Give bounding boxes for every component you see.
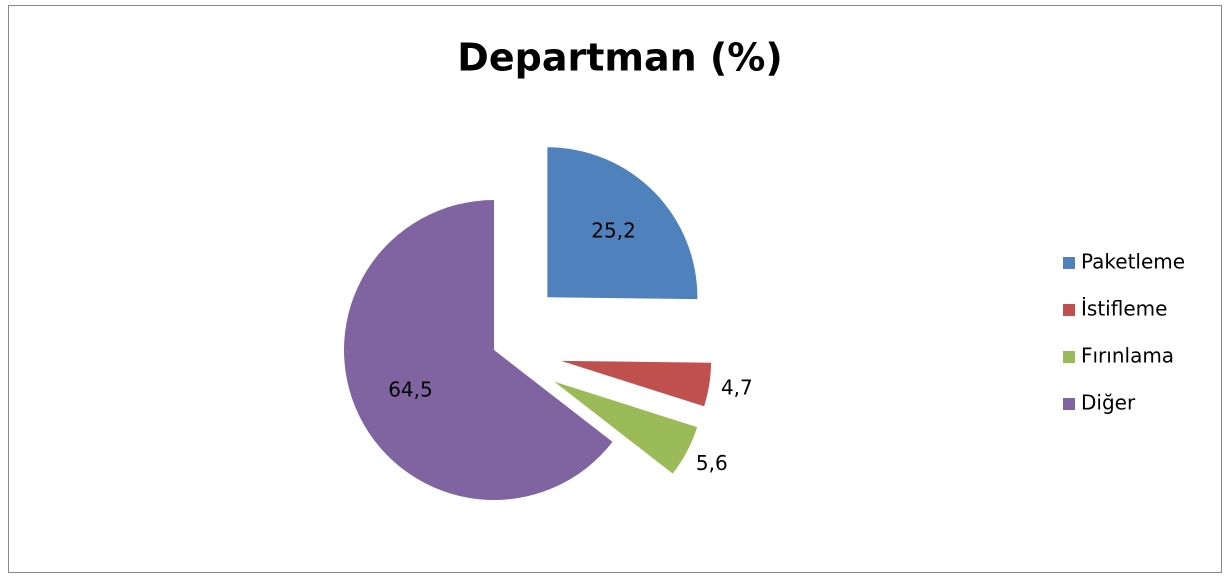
data-label: 5,6	[696, 451, 728, 475]
legend-label: Paketleme	[1081, 250, 1185, 274]
pie-slice	[554, 381, 698, 474]
data-label: 64,5	[388, 377, 433, 401]
data-label: 4,7	[721, 376, 753, 400]
data-label: 25,2	[591, 218, 636, 242]
legend-label: İstifleme	[1081, 297, 1167, 321]
legend-label: Diğer	[1081, 391, 1136, 415]
pie-slice	[344, 200, 613, 501]
legend-swatch	[1063, 304, 1075, 316]
legend-swatch	[1063, 398, 1075, 410]
chart-title: Departman (%)	[457, 36, 782, 80]
legend-label: Fırınlama	[1081, 344, 1174, 368]
pie-slice	[547, 147, 698, 300]
legend-swatch	[1063, 351, 1075, 363]
legend-swatch	[1063, 257, 1075, 269]
pie-slice	[561, 360, 712, 407]
